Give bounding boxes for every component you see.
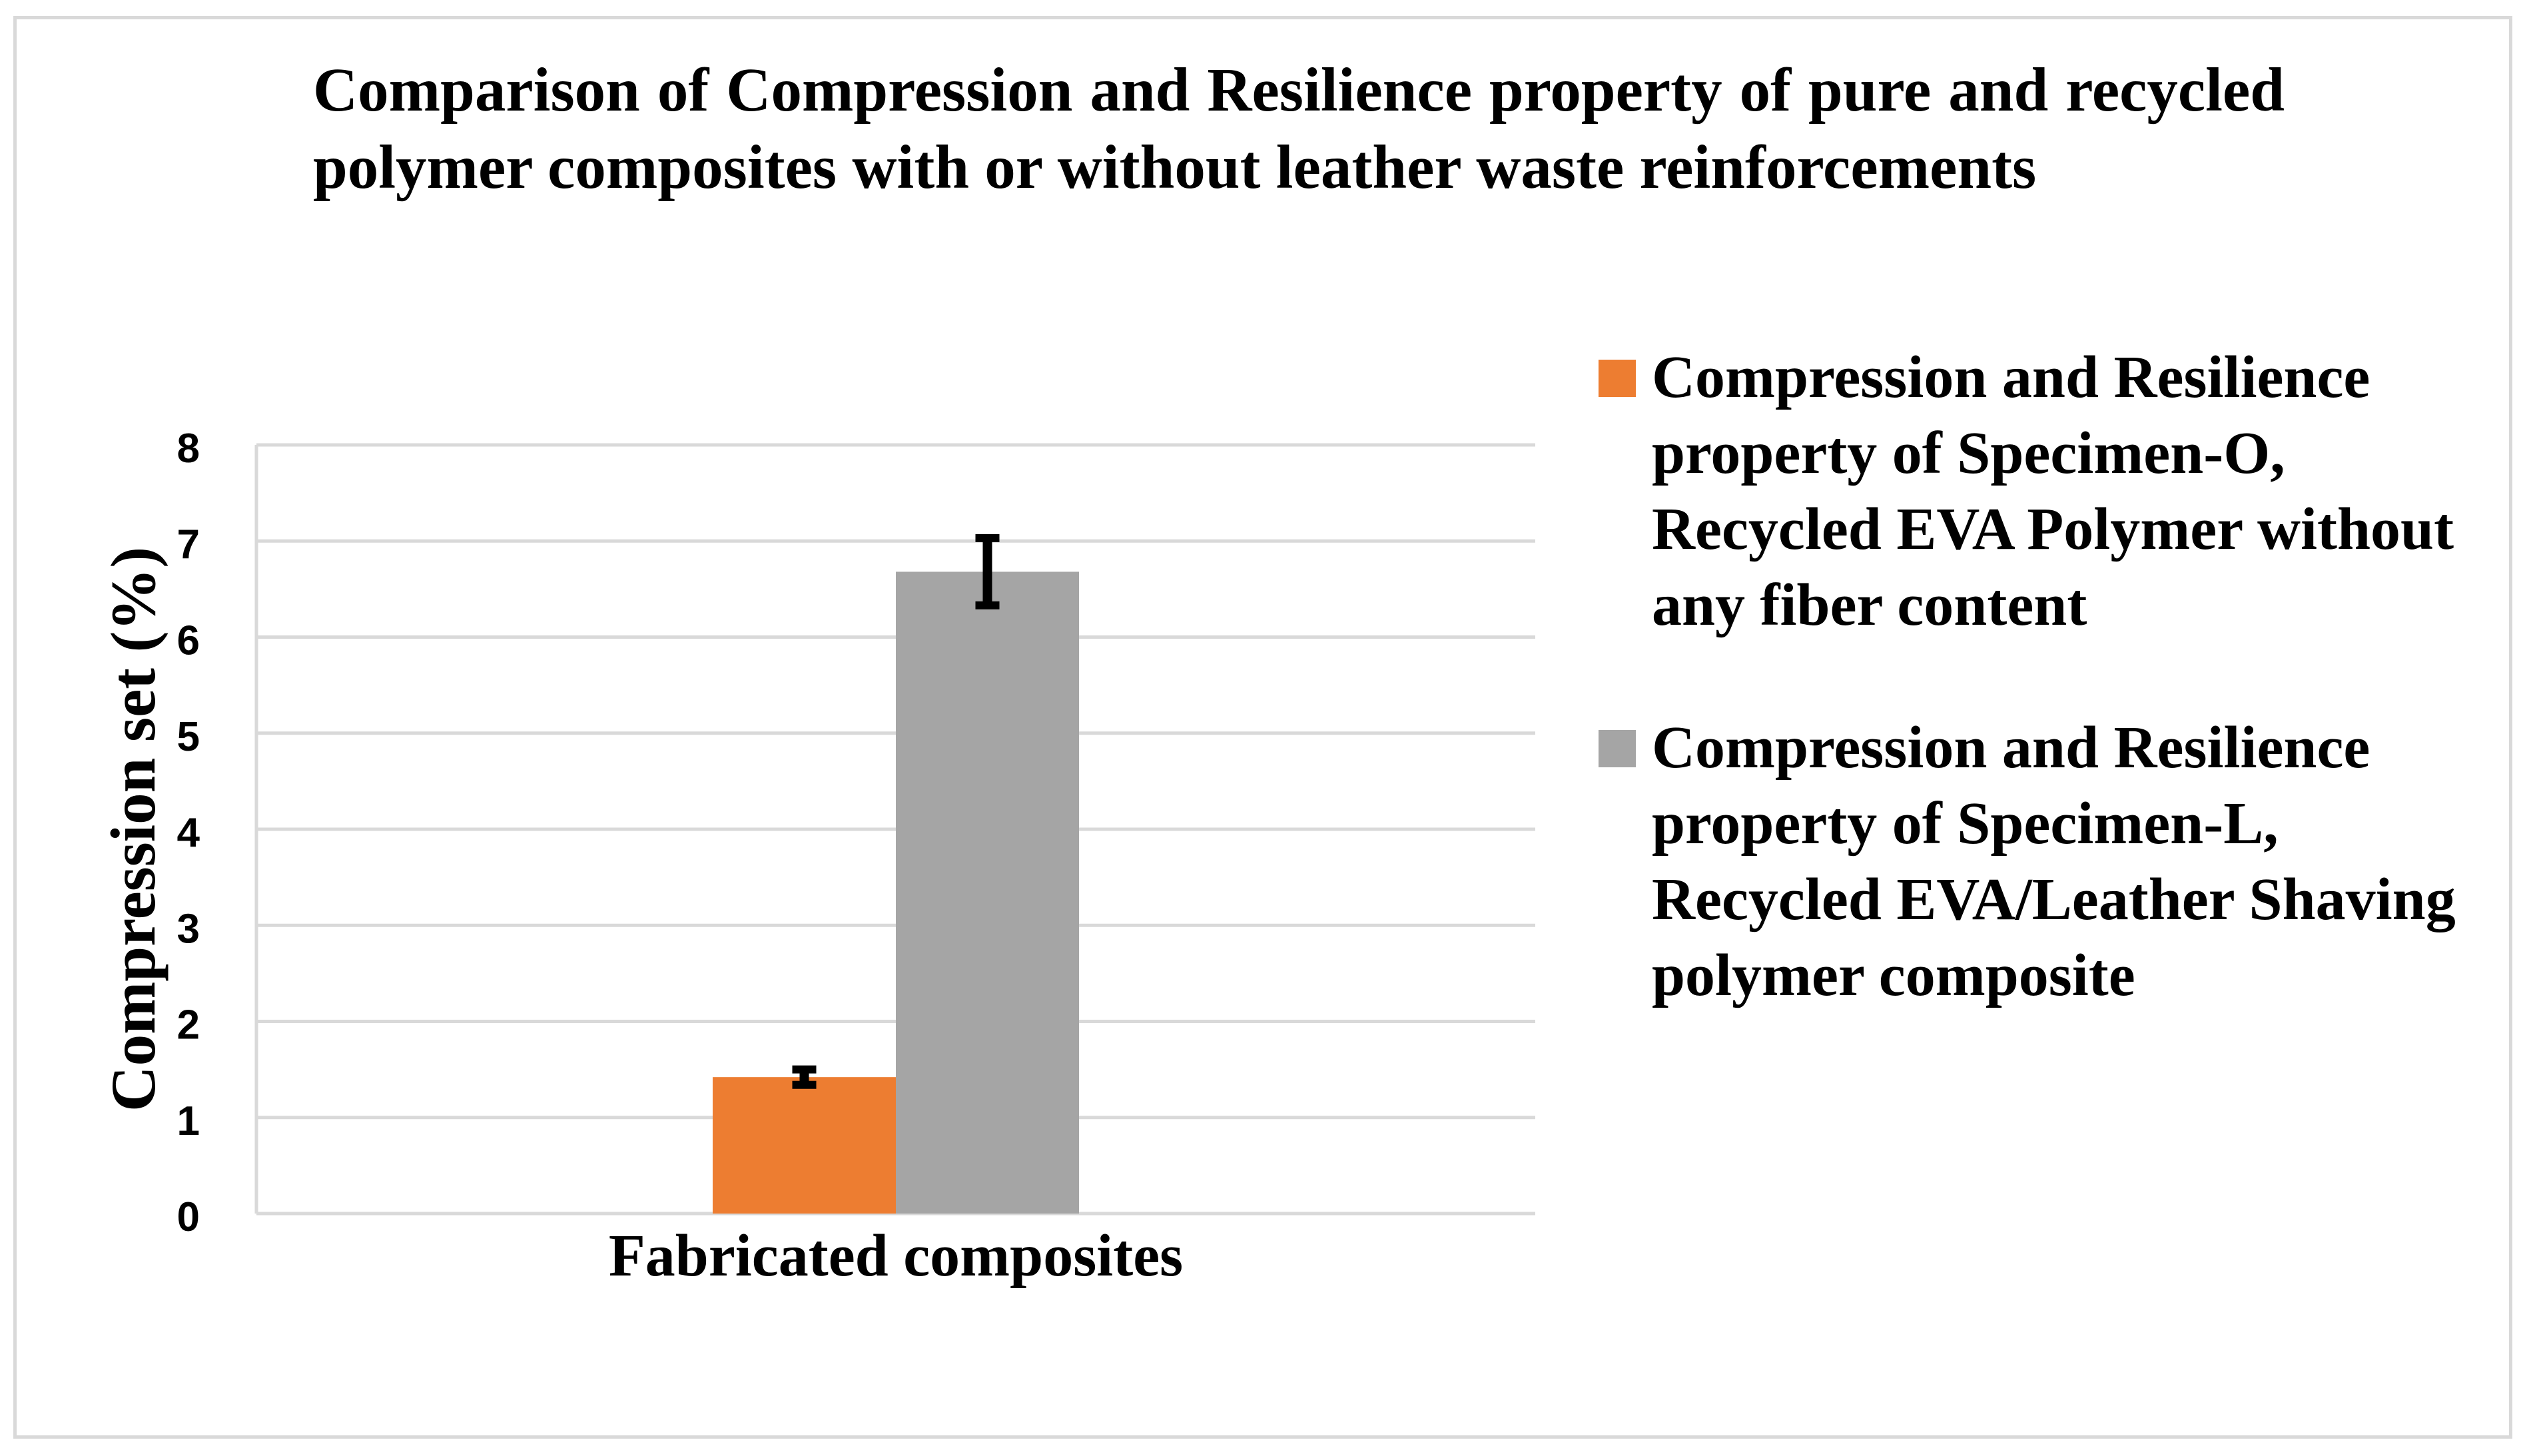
y-tick-label-4: 4 [177, 810, 200, 856]
legend-swatch-specimen-l [1599, 730, 1636, 767]
legend-item-specimen-o: Compression and Resilience property of S… [1599, 340, 2484, 643]
legend-swatch-specimen-o [1599, 360, 1636, 397]
chart-title: Comparison of Compression and Resilience… [313, 56, 2285, 202]
y-tick-label-8: 8 [177, 426, 200, 472]
bar-series-0-cat-0 [713, 1077, 896, 1214]
x-category-label-0: Fabricated composites [609, 1223, 1183, 1289]
legend-item-specimen-l: Compression and Resilience property of S… [1599, 710, 2484, 1014]
y-tick-label-3: 3 [177, 906, 200, 952]
bar-series-1-cat-0 [896, 571, 1079, 1214]
y-tick-label-5: 5 [177, 714, 200, 760]
chart-frame [13, 16, 2512, 1439]
legend-label-specimen-l: Compression and Resilience property of S… [1652, 715, 2456, 1008]
legend: Compression and Resilience property of S… [1599, 340, 2484, 1080]
y-tick-label-6: 6 [177, 618, 200, 664]
y-axis-label: Compression set (%) [98, 547, 169, 1112]
legend-label-specimen-o: Compression and Resilience property of S… [1652, 344, 2454, 638]
y-tick-label-7: 7 [177, 522, 200, 567]
y-tick-label-2: 2 [177, 1002, 200, 1048]
y-tick-label-1: 1 [177, 1098, 200, 1144]
y-tick-label-0: 0 [177, 1194, 200, 1240]
